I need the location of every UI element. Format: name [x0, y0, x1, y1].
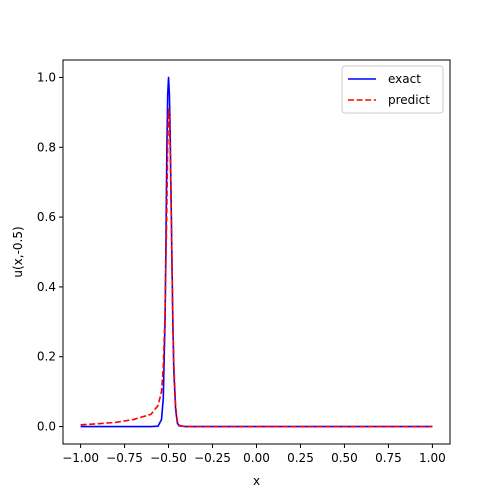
x-tick-label: 0.00 — [243, 451, 270, 465]
series-layer — [80, 76, 433, 428]
x-axis: −1.00 −0.75 −0.50 −0.25 0.00 0.25 0.50 0.75 1.00 — [62, 444, 446, 465]
x-tick-label: 0.25 — [287, 451, 314, 465]
y-axis-label: u(x,-0.5) — [11, 226, 25, 277]
legend-label-exact: exact — [388, 72, 421, 86]
x-tick-label: 1.00 — [419, 451, 446, 465]
y-tick-label: 0.2 — [37, 350, 56, 364]
x-tick-label: −1.00 — [62, 451, 99, 465]
series-line-exact — [80, 76, 433, 428]
legend-box — [341, 65, 444, 114]
y-tick-label: 0.6 — [37, 210, 56, 224]
legend: exact predict — [341, 65, 444, 114]
x-axis-label: x — [253, 474, 260, 488]
x-tick-label: 0.50 — [331, 451, 358, 465]
y-tick-label: 0.0 — [37, 420, 56, 434]
x-tick-label: −0.25 — [194, 451, 231, 465]
x-tick-label: 0.75 — [375, 451, 402, 465]
series-line-predict — [80, 108, 433, 428]
x-tick-label: −0.50 — [150, 451, 187, 465]
y-axis: 0.0 0.2 0.4 0.6 0.8 1.0 — [37, 70, 63, 434]
legend-label-predict: predict — [388, 93, 430, 107]
y-tick-label: 0.4 — [37, 280, 56, 294]
y-tick-label: 1.0 — [37, 70, 56, 84]
x-tick-label: −0.75 — [106, 451, 143, 465]
y-tick-label: 0.8 — [37, 140, 56, 154]
